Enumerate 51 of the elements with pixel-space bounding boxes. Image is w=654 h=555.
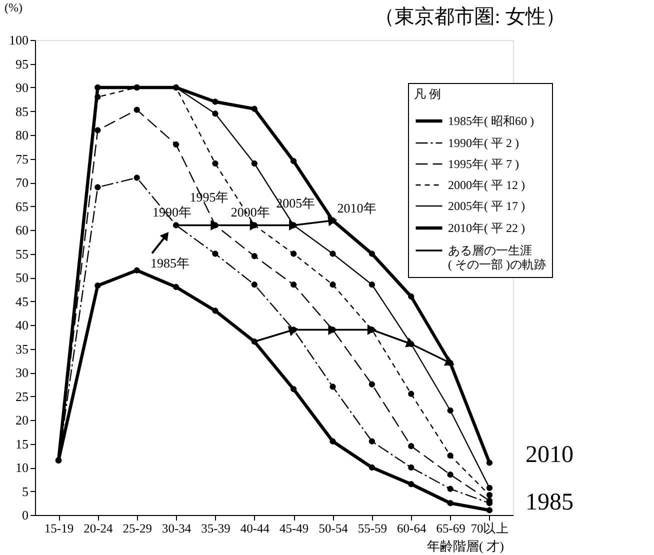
annotation: 1985年 <box>150 255 190 270</box>
y-tick-label: 20 <box>16 412 28 428</box>
y-tick-label: 40 <box>16 318 28 332</box>
x-tick-label: 30-34 <box>162 522 192 536</box>
y-tick-label: 55 <box>16 246 28 262</box>
y-tick-label: 15 <box>16 436 28 452</box>
y-tick-label: 65 <box>16 198 28 214</box>
y-tick-label: 70 <box>16 175 28 190</box>
y-tick-label: 80 <box>16 128 28 142</box>
x-tick-label: 55-59 <box>358 522 388 536</box>
annotation: 2010 <box>525 442 574 468</box>
y-tick-label: 30 <box>16 365 28 380</box>
x-tick-label: 20-24 <box>84 522 114 536</box>
x-tick-label: 25-29 <box>122 522 152 536</box>
y-tick-label: 45 <box>16 294 28 309</box>
y-tick-label: 85 <box>16 104 28 119</box>
legend-label: 1990年( 平 2 ) <box>448 136 519 150</box>
x-tick-label: 40-44 <box>240 522 270 536</box>
x-tick-label: 65-69 <box>436 522 466 536</box>
chart-title: （東京都市圏: 女性） <box>374 6 566 28</box>
x-tick-label: 15-19 <box>44 522 74 536</box>
y-tick-label: 90 <box>16 80 28 95</box>
legend-label: 2010年( 平 22 ) <box>448 221 525 235</box>
annotation: 1985 <box>525 489 574 516</box>
legend-label: 2005年( 平 17 ) <box>448 199 525 213</box>
y-tick-label: 100 <box>9 32 28 48</box>
annotation: 2010年 <box>337 200 376 216</box>
x-tick-label: 70以上 <box>470 522 510 536</box>
legend-label: 1995年( 平 7 ) <box>448 157 519 171</box>
annotation: 1990年 <box>152 204 192 220</box>
annotation: 1995年 <box>190 189 229 204</box>
y-axis-title: (%) <box>4 0 22 14</box>
x-axis-title: 年齢階層( 才) <box>427 538 504 554</box>
x-tick-label: 50-54 <box>318 522 349 536</box>
y-tick-label: 75 <box>16 151 28 166</box>
x-tick-label: 45-49 <box>280 522 309 536</box>
y-tick-label: 10 <box>16 460 28 475</box>
legend-label: 1985年( 昭和60 ) <box>448 114 534 128</box>
y-tick-label: 35 <box>16 341 28 356</box>
annotation: 2000年 <box>230 204 270 220</box>
y-tick-label: 60 <box>16 222 28 238</box>
x-tick-label: 60-64 <box>397 522 427 536</box>
y-tick-label: 95 <box>16 56 28 72</box>
legend-title: 凡 例 <box>414 87 441 101</box>
y-tick-label: 25 <box>16 388 28 404</box>
y-tick-label: 50 <box>16 270 28 285</box>
y-tick-label: 0 <box>22 508 28 522</box>
legend-label: ある層の一生涯 ( その一部 )の軌跡 <box>448 244 546 272</box>
legend-label: 2000年( 平 12 ) <box>448 178 525 192</box>
y-tick-label: 5 <box>22 484 28 499</box>
x-tick-label: 35-39 <box>201 522 230 536</box>
